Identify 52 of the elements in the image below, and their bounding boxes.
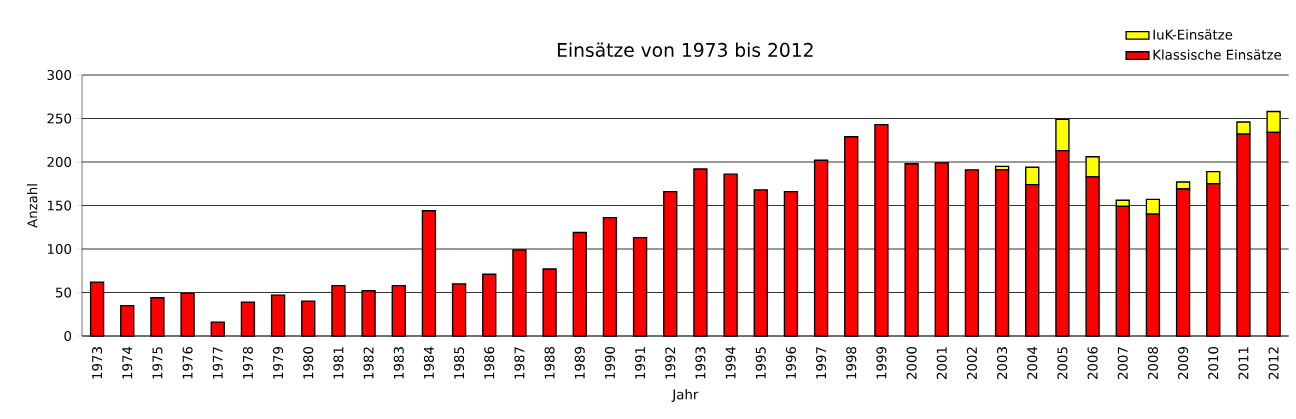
x-tick-label: 1991 [635, 347, 646, 379]
x-tick-label: 1988 [544, 346, 555, 379]
x-tick-label: 1974 [122, 346, 133, 379]
x-tick-label: 1999 [876, 346, 887, 379]
x-tick-label: 1989 [574, 346, 585, 379]
x-tick-label: 1996 [785, 346, 796, 379]
x-tick-label: 1994 [725, 346, 736, 379]
x-tick-label: 1976 [182, 346, 193, 379]
x-tick-label: 1975 [152, 347, 163, 379]
x-tick-label: 1990 [604, 346, 615, 379]
y-tick-label: 200 [47, 156, 72, 168]
x-tick-label: 2000 [906, 346, 917, 379]
x-tick-label: 1983 [393, 347, 404, 379]
x-tick-label: 1973 [92, 347, 103, 379]
x-tick-label: 1992 [665, 347, 676, 379]
legend-label: Klassische Einsätze [1153, 49, 1282, 60]
x-tick-label: 2002 [966, 347, 977, 379]
x-tick-label: 1982 [363, 347, 374, 379]
x-tick-label: 1978 [242, 346, 253, 379]
x-tick-label: 1995 [755, 347, 766, 379]
x-tick-label: 2004 [1027, 346, 1038, 379]
y-tick-label: 150 [47, 200, 72, 211]
x-tick-label: 1997 [816, 347, 827, 379]
x-tick-label: 2001 [936, 347, 947, 379]
x-tick-label: 2008 [1147, 346, 1158, 379]
y-tick-label: 300 [47, 69, 72, 81]
x-axis-title: Jahr [671, 389, 699, 402]
x-tick-label: 2005 [1057, 347, 1068, 379]
y-tick-label: 250 [47, 113, 72, 124]
chart-title: Einsätze von 1973 bis 2012 [557, 42, 813, 57]
x-tick-label: 1984 [423, 346, 434, 379]
x-tick-label: 2006 [1087, 346, 1098, 379]
x-tick-label: 1998 [846, 346, 857, 379]
x-tick-label: 1981 [333, 347, 344, 379]
x-tick-label: 1985 [454, 347, 465, 379]
y-tick-label: 50 [56, 287, 72, 298]
x-tick-label: 2003 [997, 347, 1008, 379]
legend-label: IuK-Einsätze [1153, 29, 1233, 40]
x-tick-label: 1986 [484, 346, 495, 379]
y-axis-title: Anzahl [27, 184, 38, 228]
y-tick-label: 0 [64, 330, 72, 342]
x-tick-label: 2007 [1117, 347, 1128, 379]
x-tick-label: 1993 [695, 347, 706, 379]
x-tick-label: 1977 [212, 347, 223, 379]
x-tick-label: 2009 [1178, 346, 1189, 379]
x-tick-label: 1980 [303, 346, 314, 379]
x-tick-label: 2012 [1268, 347, 1279, 379]
x-tick-label: 2011 [1238, 347, 1249, 379]
x-tick-label: 1979 [273, 346, 284, 379]
x-tick-label: 2010 [1208, 346, 1219, 379]
y-tick-label: 100 [47, 243, 72, 255]
x-tick-label: 1987 [514, 347, 525, 379]
